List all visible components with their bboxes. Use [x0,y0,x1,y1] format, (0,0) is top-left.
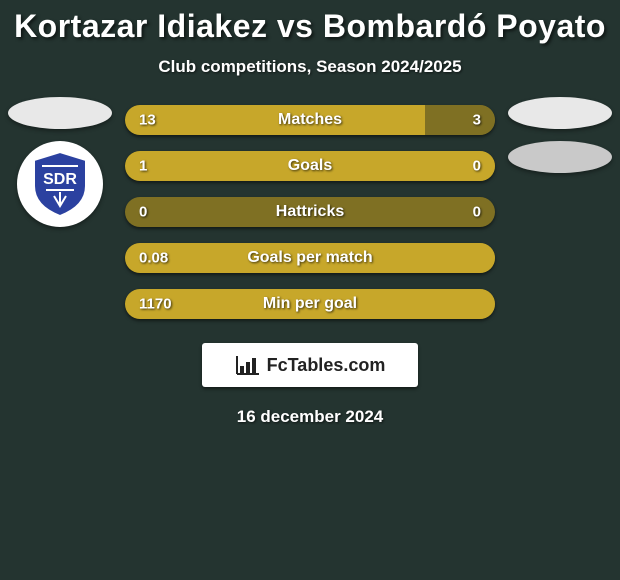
stat-label: Min per goal [263,295,357,313]
stat-bar: 0.08 Goals per match [125,243,495,273]
brand-footer[interactable]: FcTables.com [202,343,418,387]
shield-icon: SDR [24,148,96,220]
page-subtitle: Club competitions, Season 2024/2025 [0,57,620,77]
left-club-logo: SDR [17,141,103,227]
stat-value-left: 13 [139,112,156,129]
stat-bar: 1 0 Goals [125,151,495,181]
right-nation-badge [508,97,612,129]
left-player-badges: SDR [8,97,112,227]
stat-value-left: 1170 [139,296,172,313]
stat-bars-container: 13 3 Matches 1 0 Goals 0 0 Hattricks 0.08 Goals pe… [125,105,495,319]
stat-bar: 0 0 Hattricks [125,197,495,227]
stat-bar: 1170 Min per goal [125,289,495,319]
stat-value-left: 0 [139,204,147,221]
stat-bar: 13 3 Matches [125,105,495,135]
right-club-badge [508,141,612,173]
left-nation-badge [8,97,112,129]
stat-label: Goals [288,157,332,175]
stat-label: Hattricks [276,203,344,221]
stat-fill-right [425,105,495,135]
bar-chart-icon [235,354,261,376]
stat-value-left: 1 [139,158,147,175]
stats-area: SDR 13 3 Matches 1 0 Goals 0 0 Hattricks 0.08 Goal… [0,105,620,319]
stat-value-right: 0 [473,204,481,221]
stat-label: Matches [278,111,342,129]
svg-text:SDR: SDR [43,171,77,188]
stat-value-right: 0 [473,158,481,175]
page-title: Kortazar Idiakez vs Bombardó Poyato [0,0,620,45]
stat-value-left: 0.08 [139,250,168,267]
footer-date: 16 december 2024 [0,407,620,427]
right-player-badges [508,97,612,173]
stat-fill-left [125,105,425,135]
stat-value-right: 3 [473,112,481,129]
brand-text: FcTables.com [267,355,386,376]
stat-label: Goals per match [247,249,372,267]
